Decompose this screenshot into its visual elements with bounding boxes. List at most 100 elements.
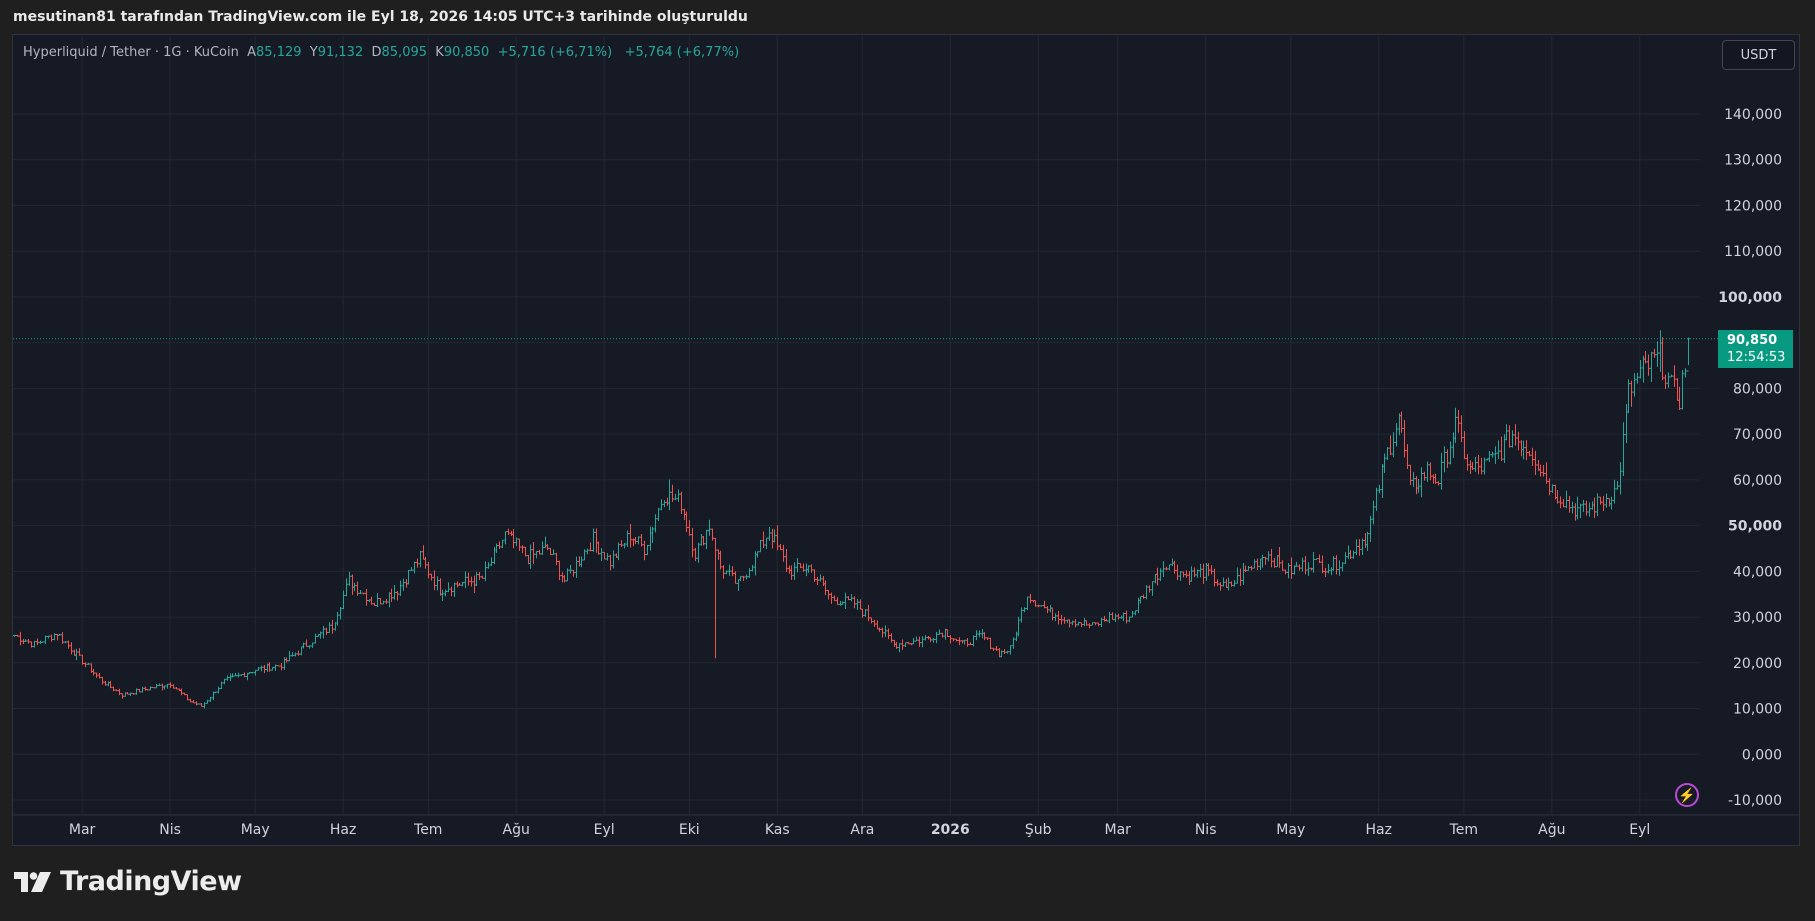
ohlc-bar [773,529,776,543]
ohlc-bar [705,529,708,550]
ohlc-bar [183,692,186,696]
ohlc-bar [637,536,640,545]
ohlc-bar [586,548,589,555]
ohlc-bar [668,479,671,511]
ohlc-bar [1199,563,1202,578]
ohlc-bar [782,544,785,562]
ohlc-bar [450,586,453,597]
ohlc-bar [498,541,501,549]
ohlc-bar [331,619,334,634]
ohlc-bar [484,561,487,582]
ohlc-bar [1173,560,1176,574]
ohlc-bar [1088,623,1091,629]
ohlc-bar [649,526,652,551]
ohlc-bar [1219,582,1222,591]
currency-button[interactable]: USDT [1722,40,1795,70]
ohlc-bar [972,635,975,647]
ohlc-bar [379,598,382,605]
ohlc-bar [558,560,561,581]
ohlc-bar [725,570,728,575]
ohlc-bar [1534,450,1537,475]
ohlc-bar [1338,560,1341,576]
x-tick-label: May [1276,822,1305,838]
y-tick-label: 40,000 [1733,564,1782,580]
ohlc-bar [657,508,660,521]
ohlc-bar [325,627,328,635]
ohlc-bar [274,664,277,671]
ohlc-bar [149,686,152,691]
ohlc-bar [572,569,575,577]
ohlc-bar [248,672,251,675]
ohlc-bar [478,572,481,580]
ohlc-bar [1366,531,1369,551]
ohlc-bar [1134,610,1137,616]
ohlc-bar [1290,557,1293,579]
open-label: A [247,45,257,60]
lightning-icon[interactable]: ⚡ [1675,783,1699,807]
x-tick-label: Ara [850,822,874,838]
ohlc-bar [1630,380,1633,407]
ohlc-bar [399,580,402,597]
ohlc-bar [1636,372,1639,384]
ohlc-bar [998,648,1001,658]
ohlc-bar [1020,607,1023,623]
ohlc-bar [44,635,47,645]
ohlc-bar [388,592,391,608]
ohlc-bar [527,554,530,565]
ohlc-bar [1522,440,1525,460]
ohlc-bar [197,703,200,705]
ohlc-bar [949,635,952,644]
ohlc-bar [944,628,947,640]
ohlc-bar [1505,424,1508,441]
ohlc-bar [890,633,893,643]
ohlc-bar [1196,569,1199,578]
ohlc-bar [1051,607,1054,621]
ohlc-bar [1588,502,1591,517]
ohlc-bar [1661,337,1664,381]
ohlc-bar [407,569,410,585]
ohlc-bar [1582,499,1585,512]
tradingview-logo[interactable]: TradingView [14,866,242,897]
open-value: 85,129 [256,45,302,60]
y-tick-label: 80,000 [1733,381,1782,397]
ohlc-bar [1667,372,1670,388]
tradingview-logo-icon [14,871,51,892]
ohlc-bar [260,665,263,672]
y-tick-label: 140,000 [1724,107,1782,123]
close-label: K [435,45,444,60]
ohlc-bar [141,686,144,693]
ohlc-bar [132,692,135,695]
ohlc-bar [1500,436,1503,462]
ohlc-bar [115,689,118,692]
ohlc-bar [390,588,393,602]
ohlc-bar [1548,478,1551,496]
ohlc-bar [963,639,966,645]
ohlc-bar [1653,348,1656,358]
ohlc-bar [475,571,478,586]
ohlc-bar [935,632,938,644]
ohlc-bar [1426,461,1429,482]
ohlc-bar [314,633,317,644]
ohlc-bar [277,665,280,667]
ohlc-bar [697,542,700,563]
ohlc-bar [155,683,158,689]
ohlc-bar [461,582,464,587]
ohlc-bar [700,533,703,546]
ohlc-bar [1622,422,1625,476]
ohlc-bar [1647,354,1650,376]
ohlc-bar [1551,484,1554,493]
ohlc-bar [1497,440,1500,460]
ohlc-bar [271,666,274,671]
ohlc-bar [348,571,351,586]
x-tick-label: Eki [679,822,700,838]
x-tick-label: Şub [1025,822,1052,838]
y-tick-label: 130,000 [1724,153,1782,169]
ohlc-bar [1434,473,1437,484]
ohlc-bar [1415,476,1418,495]
ohlc-bar [674,493,677,501]
ohlc-bar [1278,547,1281,568]
ohlc-bar [135,688,138,695]
ohlc-bar [13,634,16,637]
ohlc-bar [1301,557,1304,572]
